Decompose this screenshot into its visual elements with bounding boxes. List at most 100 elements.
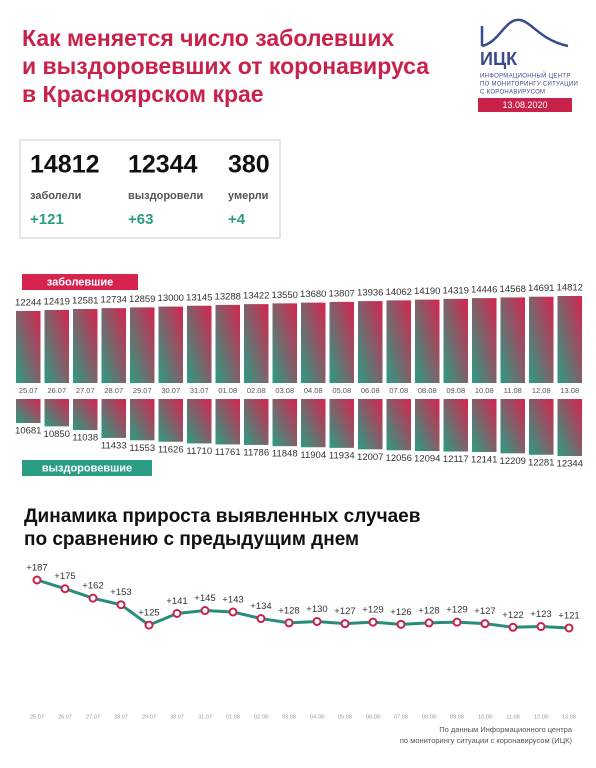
bar-chart: заболевшие выздоровевшие 12244 25.07 10681 12…: [15, 274, 583, 476]
x-tick-label: 30.07: [170, 714, 184, 720]
value-label: 11433: [101, 440, 127, 451]
value-label: +143: [222, 595, 243, 606]
marker: [480, 619, 490, 629]
x-tick-label: 13.08: [562, 714, 576, 720]
x-tick-label: 08.08: [422, 714, 436, 720]
x-tick-label: 26.07: [47, 386, 66, 395]
bar: [73, 309, 98, 383]
bar: [529, 399, 554, 455]
bar: [16, 311, 41, 383]
value-label: 12734: [101, 295, 127, 306]
value-label: 12581: [72, 296, 98, 307]
bar: [73, 399, 98, 431]
bar: [386, 300, 411, 383]
stat-label: умерли: [228, 190, 268, 202]
bar: [358, 399, 383, 450]
x-tick-label: 01.08: [226, 714, 240, 720]
marker: [396, 619, 406, 629]
stat-value: 12344: [128, 151, 198, 179]
value-label: 14062: [386, 287, 412, 298]
stats-box: [19, 139, 281, 239]
bar: [500, 297, 525, 383]
value-label: 13807: [329, 288, 355, 299]
x-tick-label: 01.08: [218, 386, 237, 395]
value-label: 12281: [528, 457, 554, 468]
value-label: 12209: [500, 456, 526, 467]
value-label: +125: [138, 608, 159, 619]
value-label: +129: [362, 605, 383, 616]
bar: [272, 303, 297, 383]
footer: по мониторингу ситуации с коронавирусом …: [400, 736, 573, 745]
logo-icon: [480, 18, 569, 48]
marker: [536, 622, 546, 632]
bar: [472, 298, 497, 383]
stat-delta: +121: [30, 211, 64, 228]
legend-box: [22, 460, 152, 476]
x-tick-label: 06.08: [366, 714, 380, 720]
value-label: +123: [530, 609, 551, 620]
value-label: 12344: [557, 459, 583, 470]
value-label: +187: [26, 563, 47, 574]
x-tick-label: 28.07: [104, 386, 123, 395]
x-tick-label: 29.07: [142, 714, 156, 720]
bar: [329, 399, 354, 448]
bar: [272, 399, 297, 447]
bar: [500, 399, 525, 454]
value-label: +153: [110, 587, 131, 598]
x-tick-label: 25.07: [30, 714, 44, 720]
bar: [187, 399, 212, 444]
value-label: +128: [418, 605, 439, 616]
bar: [244, 304, 269, 383]
marker: [144, 620, 154, 630]
value-label: 13422: [243, 291, 269, 302]
value-label: +134: [250, 601, 271, 612]
value-label: 11761: [215, 447, 241, 458]
bar: [215, 304, 240, 383]
footer: По данным Информационного центра: [439, 725, 573, 734]
marker: [340, 619, 350, 629]
marker: [88, 593, 98, 603]
bar: [472, 399, 497, 452]
stat-value: 380: [228, 151, 270, 179]
x-tick-label: 10.08: [475, 386, 494, 395]
x-tick-label: 02.08: [254, 714, 268, 720]
bar: [529, 296, 554, 383]
value-label: 13000: [158, 293, 184, 304]
marker: [32, 575, 42, 585]
x-tick-label: 12.08: [534, 714, 548, 720]
bar: [415, 299, 440, 383]
bar: [443, 298, 468, 383]
value-label: +162: [82, 581, 103, 592]
value-label: 13145: [186, 292, 212, 303]
stat-delta: +4: [228, 211, 246, 228]
value-label: 12007: [357, 452, 383, 463]
x-tick-label: 27.07: [86, 714, 100, 720]
value-label: 11934: [329, 450, 355, 461]
bar: [44, 399, 69, 427]
value-label: 11710: [186, 446, 212, 457]
value-label: 14568: [500, 284, 526, 295]
bar: [358, 301, 383, 383]
marker: [60, 584, 70, 594]
value-label: 13936: [357, 288, 383, 299]
chart-title: Динамика прироста выявленных случаев: [24, 506, 420, 527]
value-label: +122: [502, 610, 523, 621]
bar: [301, 302, 326, 383]
value-label: +127: [334, 606, 355, 617]
value-label: 11848: [272, 449, 298, 460]
legend-label: выздоровевшие: [42, 462, 132, 474]
x-tick-label: 03.08: [282, 714, 296, 720]
logo-text: ИНФОРМАЦИОННЫЙ ЦЕНТР: [480, 72, 571, 80]
marker: [508, 622, 518, 632]
marker: [564, 623, 574, 633]
x-tick-label: 29.07: [133, 386, 152, 395]
x-tick-label: 31.07: [198, 714, 212, 720]
value-label: 12419: [44, 296, 70, 307]
stats: 14812 заболели +121 12344 выздоровели +63 380 у…: [30, 151, 270, 228]
value-label: 12117: [443, 454, 469, 465]
bar: [415, 399, 440, 452]
title-line: в Красноярском крае: [22, 81, 264, 107]
bar: [44, 309, 69, 383]
